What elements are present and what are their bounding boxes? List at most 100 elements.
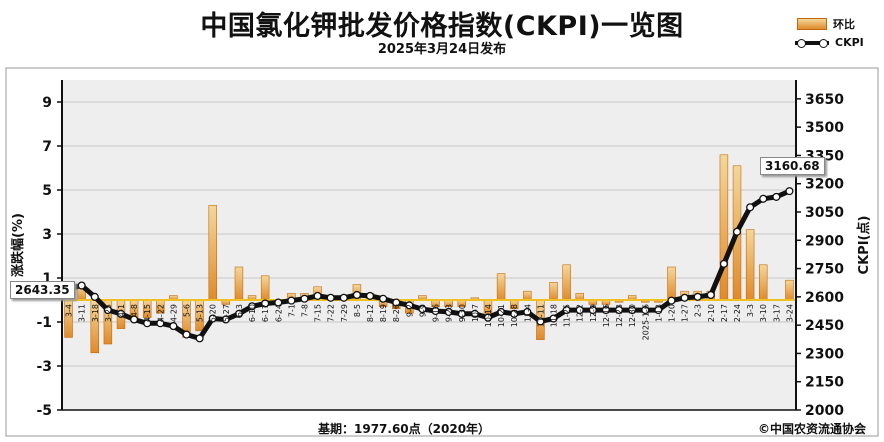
axes: -5 -3 -1 1 3 5 7 9 2000 2150 2300 2450 2600 2750 2900 3… [36, 80, 844, 419]
x-tick-label: 2025-1-6 [641, 304, 650, 340]
ckpi-point [287, 296, 296, 305]
bar [496, 273, 506, 301]
ckpi-point [549, 314, 558, 323]
ckpi-point [208, 314, 217, 323]
left-tick-label: -1 [36, 315, 52, 331]
bar [719, 154, 729, 301]
right-tick-label: 2750 [805, 262, 844, 278]
ckpi-point [732, 227, 742, 236]
plot-background [62, 80, 796, 410]
ckpi-point [418, 305, 427, 314]
right-tick-label: 2000 [805, 403, 844, 419]
ckpi-point [601, 306, 610, 315]
x-tick-label: 9-16 [432, 304, 441, 322]
ckpi-point [497, 307, 506, 316]
x-tick-label: 7-1 [287, 304, 296, 317]
x-tick-label: 5-27 [222, 304, 231, 322]
right-tick-label: 3200 [805, 177, 844, 193]
ckpi-point [510, 309, 519, 318]
chart-subtitle: 2025年3月24日发布 [377, 42, 507, 57]
first-value-callout: 2643.35 [10, 281, 75, 299]
x-tick-label: 9-9 [418, 304, 427, 317]
x-tick-label: 11-18 [550, 304, 559, 327]
legend-line-marker [819, 39, 828, 48]
left-tick-label: 7 [42, 139, 52, 155]
ckpi-point [300, 294, 309, 303]
x-tick-label: 10-14 [484, 304, 493, 327]
ckpi-point [772, 192, 781, 201]
ckpi-point [405, 301, 414, 310]
ckpi-point [483, 313, 493, 322]
ckpi-point [221, 315, 230, 324]
x-tick-label: 3-11 [78, 304, 87, 322]
ckpi-point [195, 334, 204, 343]
ckpi-point [719, 259, 728, 268]
legend-bar-label: 环比 [833, 18, 855, 31]
bar [758, 264, 768, 301]
ckpi-point [392, 298, 401, 307]
x-tick-labels: 3-4 3-11 3-18 3-25 4-1 4-8 4-15 4-22 4-29 5-6 5-13… [65, 304, 795, 340]
x-tick-label: 8-19 [379, 304, 388, 322]
bar [523, 290, 532, 301]
right-tick-label: 3500 [805, 120, 844, 136]
legend: 环比 CKPI [795, 14, 877, 58]
ckpi-point [248, 302, 257, 311]
ckpi-point [680, 293, 689, 302]
x-tick-label: 9-2 [405, 304, 414, 317]
x-tick-label: 6-10 [248, 304, 257, 322]
ckpi-point [169, 322, 178, 331]
x-tick-label: 10-21 [497, 304, 506, 327]
ckpi-point [261, 299, 270, 308]
ckpi-point [431, 306, 440, 316]
x-tick-label: 9-23 [445, 304, 454, 322]
bar [667, 266, 676, 301]
ckpi-point [536, 317, 545, 326]
x-tick-label: 11-4 [523, 304, 532, 322]
ckpi-point [130, 315, 139, 324]
x-tick-label: 2-3 [694, 304, 703, 317]
ckpi-point [274, 298, 283, 307]
x-tick-label: 8-26 [392, 304, 401, 322]
x-tick-label: 12-23 [615, 304, 624, 327]
ckpi-point [182, 330, 191, 339]
x-tick-label: 10-28 [510, 304, 519, 327]
ckpi-point [90, 292, 99, 301]
ckpi-series [64, 187, 794, 343]
right-tick-label: 2900 [805, 233, 844, 249]
ckpi-point [693, 292, 702, 301]
x-tick-label: 5-6 [183, 304, 192, 317]
ckpi-point [326, 293, 335, 302]
right-axis-title: CKPI(点) [856, 216, 872, 275]
left-tick-label: 1 [42, 271, 52, 287]
x-tick-label: 12-9 [589, 304, 598, 322]
left-tick-label: -3 [36, 359, 52, 375]
x-tick-label: 7-15 [314, 304, 323, 322]
right-tick-label: 3650 [805, 92, 844, 108]
ckpi-point [588, 306, 597, 315]
left-tick-label: 9 [42, 95, 52, 111]
ckpi-point [156, 319, 165, 328]
x-tick-label: 3-24 [785, 304, 794, 322]
left-tick-label: 3 [42, 227, 52, 243]
x-tick-label: 3-10 [759, 304, 768, 322]
x-tick-label: 1-27 [681, 304, 690, 322]
legend-line-marker [797, 39, 806, 48]
x-tick-label: 1-20 [667, 304, 676, 322]
right-tick-label: 3050 [805, 205, 844, 221]
x-tick-label: 12-16 [602, 304, 611, 327]
bar [745, 229, 755, 301]
x-tick-label: 3-25 [104, 304, 113, 322]
last-value-callout: 3160.68 [760, 157, 825, 175]
x-tick-label: 4-29 [169, 304, 178, 322]
bar [785, 279, 794, 301]
x-tick-label: 5-20 [209, 304, 218, 322]
x-tick-label: 6-17 [261, 304, 270, 322]
x-tick-label: 8-12 [366, 304, 375, 322]
ckpi-point [234, 309, 243, 318]
ckpi-point [523, 307, 532, 316]
ckpi-point [667, 296, 676, 305]
x-tick-label: 4-22 [156, 304, 165, 322]
x-tick-label: 3-17 [772, 304, 781, 322]
ckpi-point [562, 306, 571, 315]
